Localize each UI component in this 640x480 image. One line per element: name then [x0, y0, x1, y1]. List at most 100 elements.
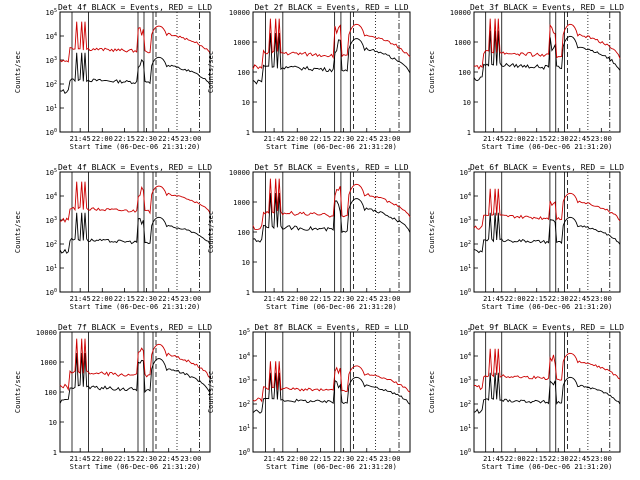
plot-frame — [473, 331, 621, 453]
y-tick-label: 105 — [460, 168, 471, 177]
y-tick-label: 100 — [239, 448, 250, 457]
chart-title: Det 3f BLACK = Events, RED = LLD — [470, 3, 624, 12]
x-axis-label: Start Time (06-Dec-06 21:31:20) — [266, 463, 397, 471]
x-tick-label: 21:45 — [483, 455, 504, 463]
y-tick-label: 105 — [46, 168, 57, 177]
x-tick-label: 22:15 — [114, 135, 135, 143]
y-tick-label: 104 — [460, 352, 471, 361]
series-line-events — [252, 372, 411, 414]
x-tick-label: 22:00 — [92, 135, 113, 143]
x-tick-label: 21:45 — [483, 135, 504, 143]
plot-frame — [59, 11, 211, 133]
x-tick-label: 22:30 — [548, 295, 569, 303]
y-tick-label: 10 — [242, 99, 250, 107]
chart-title: Det 5f BLACK = Events, RED = LLD — [254, 163, 408, 172]
x-tick-label: 21:45 — [264, 455, 285, 463]
y-tick-label: 101 — [239, 424, 250, 433]
x-tick-label: 23:00 — [379, 455, 400, 463]
series-line-lld — [473, 188, 621, 230]
x-tick-label: 22:00 — [92, 455, 113, 463]
y-tick-label: 103 — [239, 376, 250, 385]
x-axis-label: Start Time (06-Dec-06 21:31:20) — [482, 303, 613, 311]
x-axis-label: Start Time (06-Dec-06 21:31:20) — [482, 463, 613, 471]
y-tick-label: 1000 — [40, 359, 57, 367]
x-tick-label: 22:30 — [136, 135, 157, 143]
x-tick-label: 22:30 — [136, 295, 157, 303]
plot-frame — [473, 171, 621, 293]
x-tick-label: 22:45 — [158, 295, 179, 303]
x-axis-label: Start Time (06-Dec-06 21:31:20) — [266, 303, 397, 311]
y-tick-label: 104 — [460, 192, 471, 201]
y-tick-label: 1000 — [233, 199, 250, 207]
series-line-events — [473, 30, 621, 82]
y-tick-label: 1000 — [233, 39, 250, 47]
y-tick-label: 1000 — [454, 39, 471, 47]
x-axis-label: Start Time (06-Dec-06 21:31:20) — [70, 463, 201, 471]
x-tick-label: 22:15 — [526, 295, 547, 303]
series-line-events — [252, 192, 411, 243]
x-tick-label: 22:00 — [287, 135, 308, 143]
y-tick-label: 105 — [239, 328, 250, 337]
x-tick-label: 22:45 — [356, 295, 377, 303]
x-tick-label: 22:00 — [92, 295, 113, 303]
y-tick-label: 10000 — [36, 329, 57, 337]
y-axis-label: Counts/sec — [428, 211, 436, 253]
y-tick-label: 10 — [49, 419, 57, 427]
x-tick-label: 23:00 — [379, 135, 400, 143]
y-tick-label: 101 — [46, 264, 57, 273]
y-axis-label: Counts/sec — [14, 51, 22, 93]
chart-title: Det 6f BLACK = Events, RED = LLD — [470, 163, 624, 172]
y-tick-label: 104 — [46, 192, 57, 201]
x-tick-label: 23:00 — [180, 455, 201, 463]
series-line-events — [473, 212, 621, 254]
y-tick-label: 100 — [44, 389, 57, 397]
x-tick-label: 23:00 — [180, 295, 201, 303]
x-tick-label: 23:00 — [591, 455, 612, 463]
y-axis-label: Counts/sec — [207, 371, 215, 413]
x-tick-label: 22:30 — [333, 295, 354, 303]
y-tick-label: 102 — [460, 400, 471, 409]
y-tick-label: 101 — [460, 424, 471, 433]
chart-title: Det 2f BLACK = Events, RED = LLD — [254, 3, 408, 12]
x-tick-label: 22:30 — [548, 135, 569, 143]
chart-title: Det 8f BLACK = Events, RED = LLD — [254, 323, 408, 332]
y-tick-label: 102 — [46, 240, 57, 249]
y-tick-label: 105 — [46, 8, 57, 17]
series-line-lld — [473, 18, 621, 70]
series-line-events — [59, 52, 211, 94]
x-tick-label: 22:45 — [569, 135, 590, 143]
y-tick-label: 10000 — [229, 9, 250, 17]
x-tick-label: 21:45 — [70, 295, 91, 303]
y-tick-label: 1 — [467, 129, 471, 137]
y-tick-label: 1 — [53, 449, 57, 457]
x-tick-label: 21:45 — [70, 455, 91, 463]
x-tick-label: 22:30 — [333, 135, 354, 143]
x-axis-label: Start Time (06-Dec-06 21:31:20) — [70, 303, 201, 311]
x-tick-label: 22:30 — [548, 455, 569, 463]
y-axis-label: Counts/sec — [428, 371, 436, 413]
x-tick-label: 22:00 — [505, 455, 526, 463]
y-axis-label: Counts/sec — [14, 371, 22, 413]
x-tick-label: 22:45 — [569, 295, 590, 303]
y-tick-label: 10000 — [229, 169, 250, 177]
y-tick-label: 100 — [237, 69, 250, 77]
series-line-lld — [252, 361, 411, 403]
y-tick-label: 10 — [242, 259, 250, 267]
y-tick-label: 103 — [460, 376, 471, 385]
series-line-lld — [252, 18, 411, 70]
x-tick-label: 22:00 — [287, 455, 308, 463]
x-tick-label: 22:15 — [526, 135, 547, 143]
series-line-lld — [474, 348, 621, 391]
x-tick-label: 22:45 — [356, 135, 377, 143]
y-tick-label: 100 — [458, 69, 471, 77]
plot-frame — [59, 171, 211, 293]
y-tick-label: 10 — [463, 99, 471, 107]
x-tick-label: 21:45 — [264, 295, 285, 303]
series-line-events — [59, 212, 211, 254]
y-tick-label: 103 — [460, 216, 471, 225]
series-line-events — [59, 352, 211, 404]
x-tick-label: 22:00 — [287, 295, 308, 303]
y-tick-label: 101 — [46, 104, 57, 113]
y-tick-label: 104 — [46, 32, 57, 41]
